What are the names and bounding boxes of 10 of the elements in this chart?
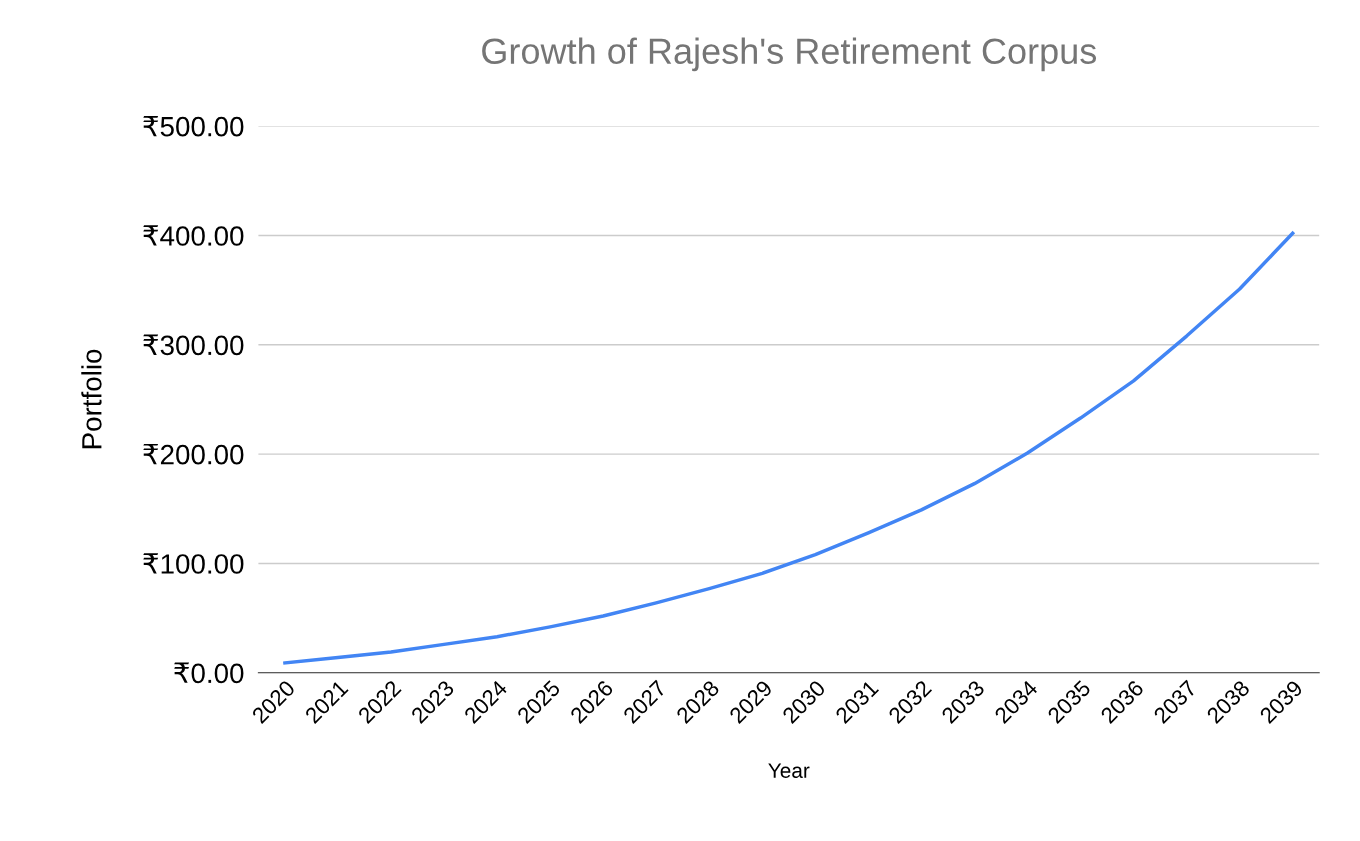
y-axis-title: Portfolio xyxy=(81,349,102,449)
y-tick-label: ₹500.00 xyxy=(143,115,244,137)
y-tick-label: ₹300.00 xyxy=(143,334,244,356)
y-tick-label: ₹100.00 xyxy=(143,553,244,574)
y-tick-label: ₹200.00 xyxy=(143,443,244,465)
line-series xyxy=(283,231,1295,665)
x-axis-title: Year xyxy=(768,763,810,778)
y-tick-label: ₹0.00 xyxy=(174,662,244,684)
y-tick-label: ₹400.00 xyxy=(143,225,244,246)
chart-title: Growth of Rajesh's Retirement Corpus xyxy=(482,37,1097,72)
